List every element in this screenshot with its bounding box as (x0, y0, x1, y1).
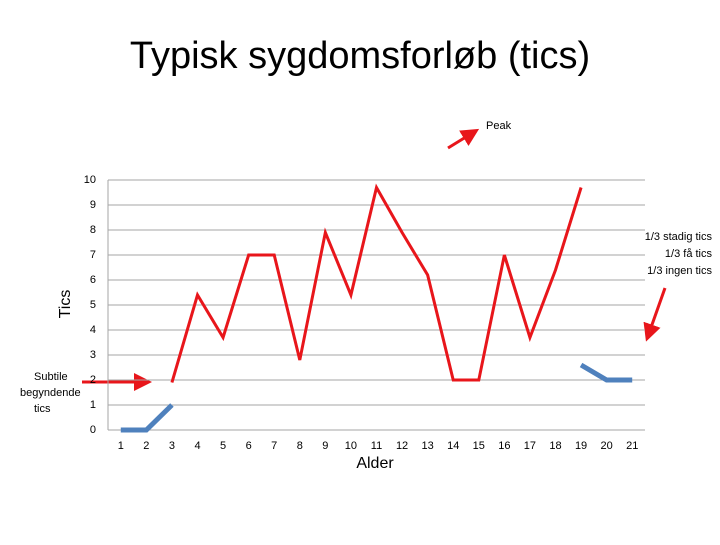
x-tick-label: 3 (169, 440, 175, 452)
y-tick-label: 0 (90, 424, 96, 436)
y-tick-label: 4 (90, 324, 96, 336)
x-tick-label: 16 (498, 440, 510, 452)
series-line (120, 362, 633, 433)
y-tick-label: 6 (90, 274, 96, 286)
x-tick-label: 21 (626, 440, 638, 452)
peak-label: Peak (486, 120, 512, 132)
x-tick-label: 8 (297, 440, 303, 452)
x-tick-label: 17 (524, 440, 536, 452)
x-tick-label: 1 (118, 440, 124, 452)
x-tick-label: 4 (194, 440, 200, 452)
chart-title: Typisk sygdomsforløb (tics) (130, 35, 590, 77)
x-tick-label: 2 (143, 440, 149, 452)
y-tick-label: 2 (90, 374, 96, 386)
y-tick-label: 8 (90, 224, 96, 236)
y-tick-label: 1 (90, 399, 96, 411)
end-note: 1/3 ingen tics (647, 265, 712, 277)
end-note: 1/3 stadig tics (645, 231, 713, 243)
x-tick-label: 10 (345, 440, 357, 452)
x-tick-label: 14 (447, 440, 459, 452)
x-tick-label: 11 (371, 440, 382, 452)
x-tick-label: 13 (422, 440, 434, 452)
x-tick-label: 12 (396, 440, 408, 452)
y-tick-label: 5 (90, 299, 96, 311)
x-tick-label: 15 (473, 440, 485, 452)
x-tick-label: 9 (322, 440, 328, 452)
start-note: begyndende (20, 387, 81, 399)
y-tick-label: 7 (90, 249, 96, 261)
end-note: 1/3 få tics (665, 248, 713, 260)
x-tick-label: 5 (220, 440, 226, 452)
y-tick-label: 9 (90, 199, 96, 211)
x-axis-label: Alder (356, 455, 394, 472)
x-tick-label: 6 (246, 440, 252, 452)
x-tick-label: 18 (549, 440, 561, 452)
start-note: Subtile (34, 371, 68, 383)
start-note: tics (34, 403, 51, 415)
y-tick-label: 10 (84, 174, 96, 186)
end-arrow (643, 287, 667, 342)
y-tick-label: 3 (90, 349, 96, 361)
series-line (170, 183, 583, 383)
x-tick-label: 19 (575, 440, 587, 452)
x-tick-label: 20 (601, 440, 613, 452)
peak-arrow (447, 128, 480, 150)
y-axis-label: Tics (57, 290, 74, 319)
x-tick-label: 7 (271, 440, 277, 452)
